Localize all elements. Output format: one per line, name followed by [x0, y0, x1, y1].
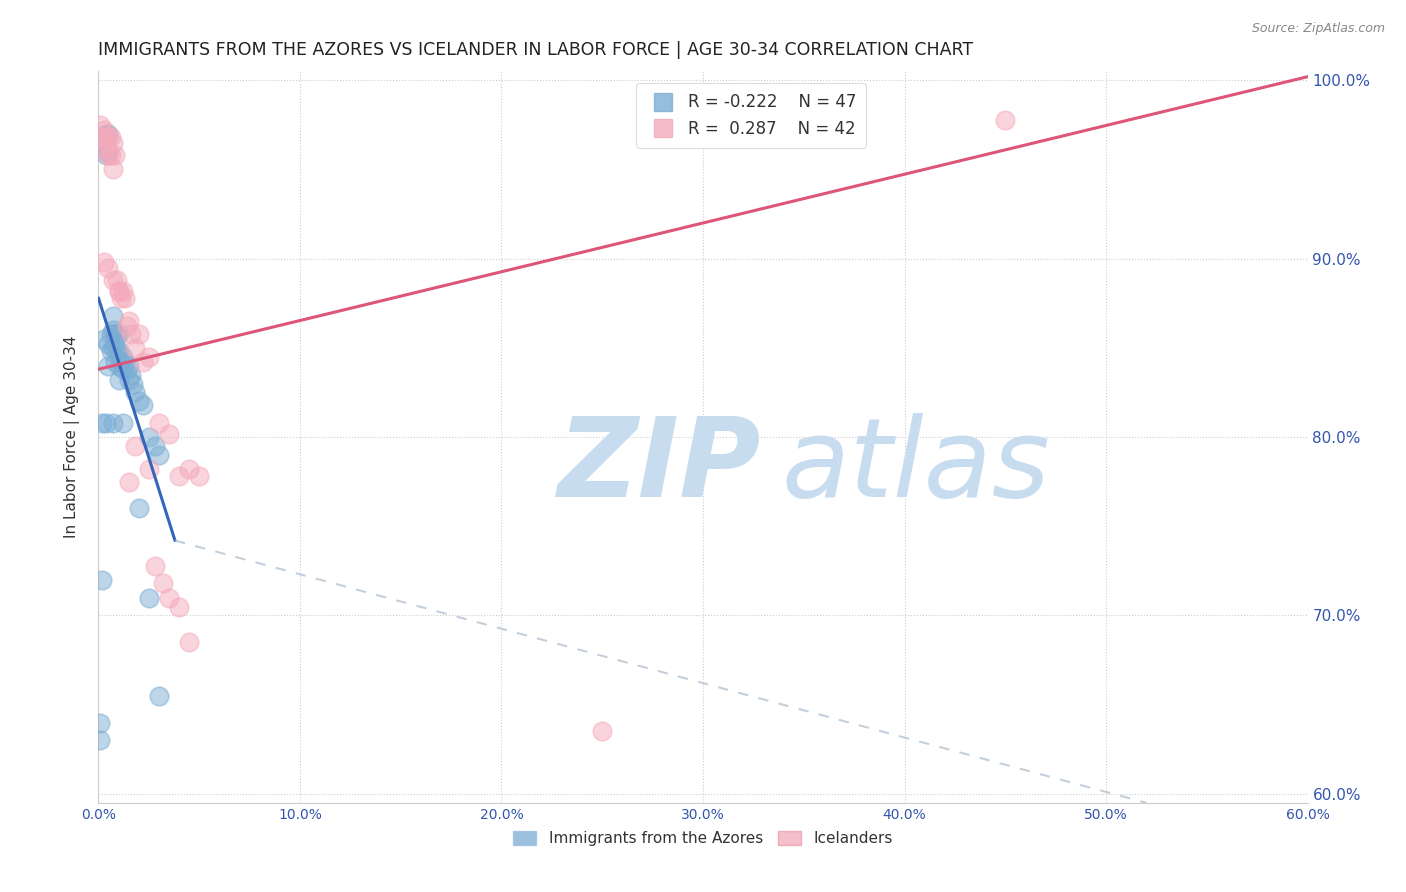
Point: [110, 355, 132, 369]
Point: [93, 139, 115, 153]
Point: [188, 469, 211, 483]
Point: [114, 355, 136, 369]
Point: [96, 127, 118, 141]
Point: [96, 416, 118, 430]
Point: [124, 341, 146, 355]
Point: [105, 326, 128, 341]
Point: [994, 112, 1017, 127]
Point: [148, 448, 170, 462]
Point: [97, 130, 120, 145]
Point: [138, 430, 160, 444]
Point: [93, 123, 115, 137]
Point: [120, 368, 142, 382]
Point: [100, 148, 122, 162]
Point: [148, 416, 170, 430]
Point: [97, 337, 120, 351]
Point: [128, 326, 150, 341]
Point: [107, 326, 129, 341]
Point: [107, 284, 129, 298]
Point: [107, 359, 129, 373]
Point: [138, 591, 160, 605]
Point: [111, 284, 134, 298]
Point: [89, 733, 111, 747]
Point: [103, 148, 125, 162]
Point: [118, 475, 141, 489]
Text: IMMIGRANTS FROM THE AZORES VS ICELANDER IN LABOR FORCE | AGE 30-34 CORRELATION C: IMMIGRANTS FROM THE AZORES VS ICELANDER …: [98, 41, 973, 59]
Point: [118, 373, 141, 387]
Point: [100, 130, 122, 145]
Point: [97, 359, 120, 373]
Point: [179, 462, 201, 476]
Point: [100, 344, 122, 359]
Point: [121, 376, 143, 391]
Point: [107, 344, 129, 359]
Point: [93, 255, 115, 269]
Point: [120, 326, 142, 341]
Point: [138, 350, 160, 364]
Point: [114, 291, 136, 305]
Point: [89, 715, 111, 730]
Point: [143, 558, 166, 573]
Point: [157, 591, 180, 605]
Point: [97, 145, 120, 159]
Point: [152, 576, 174, 591]
Point: [103, 337, 125, 351]
Point: [111, 350, 134, 364]
Point: [91, 416, 114, 430]
Point: [100, 326, 122, 341]
Point: [132, 355, 155, 369]
Point: [118, 314, 141, 328]
Point: [107, 373, 129, 387]
Point: [97, 260, 120, 275]
Point: [591, 724, 613, 739]
Point: [96, 136, 118, 150]
Point: [101, 309, 124, 323]
Y-axis label: In Labor Force | Age 30-34: In Labor Force | Age 30-34: [63, 335, 80, 539]
Point: [118, 359, 141, 373]
Legend: Immigrants from the Azores, Icelanders: Immigrants from the Azores, Icelanders: [506, 823, 900, 854]
Point: [101, 136, 124, 150]
Point: [115, 362, 138, 376]
Point: [101, 323, 124, 337]
Point: [97, 148, 120, 162]
Point: [97, 127, 120, 141]
Point: [101, 416, 124, 430]
Point: [89, 118, 111, 132]
Point: [115, 319, 138, 334]
Point: [124, 385, 146, 400]
Point: [103, 355, 125, 369]
Point: [110, 291, 132, 305]
Text: Source: ZipAtlas.com: Source: ZipAtlas.com: [1251, 22, 1385, 36]
Text: ZIP: ZIP: [558, 413, 762, 520]
Text: atlas: atlas: [782, 413, 1050, 520]
Point: [128, 394, 150, 409]
Point: [103, 326, 125, 341]
Point: [179, 635, 201, 649]
Point: [105, 344, 128, 359]
Point: [105, 273, 128, 287]
Point: [167, 469, 190, 483]
Point: [143, 439, 166, 453]
Point: [96, 148, 118, 162]
Point: [91, 130, 114, 145]
Point: [132, 398, 155, 412]
Point: [93, 332, 115, 346]
Point: [101, 341, 124, 355]
Point: [128, 501, 150, 516]
Point: [93, 141, 115, 155]
Point: [148, 689, 170, 703]
Point: [111, 362, 134, 376]
Point: [138, 462, 160, 476]
Point: [107, 284, 129, 298]
Point: [91, 573, 114, 587]
Point: [157, 426, 180, 441]
Point: [167, 599, 190, 614]
Point: [124, 439, 146, 453]
Point: [111, 416, 134, 430]
Point: [101, 162, 124, 177]
Point: [101, 273, 124, 287]
